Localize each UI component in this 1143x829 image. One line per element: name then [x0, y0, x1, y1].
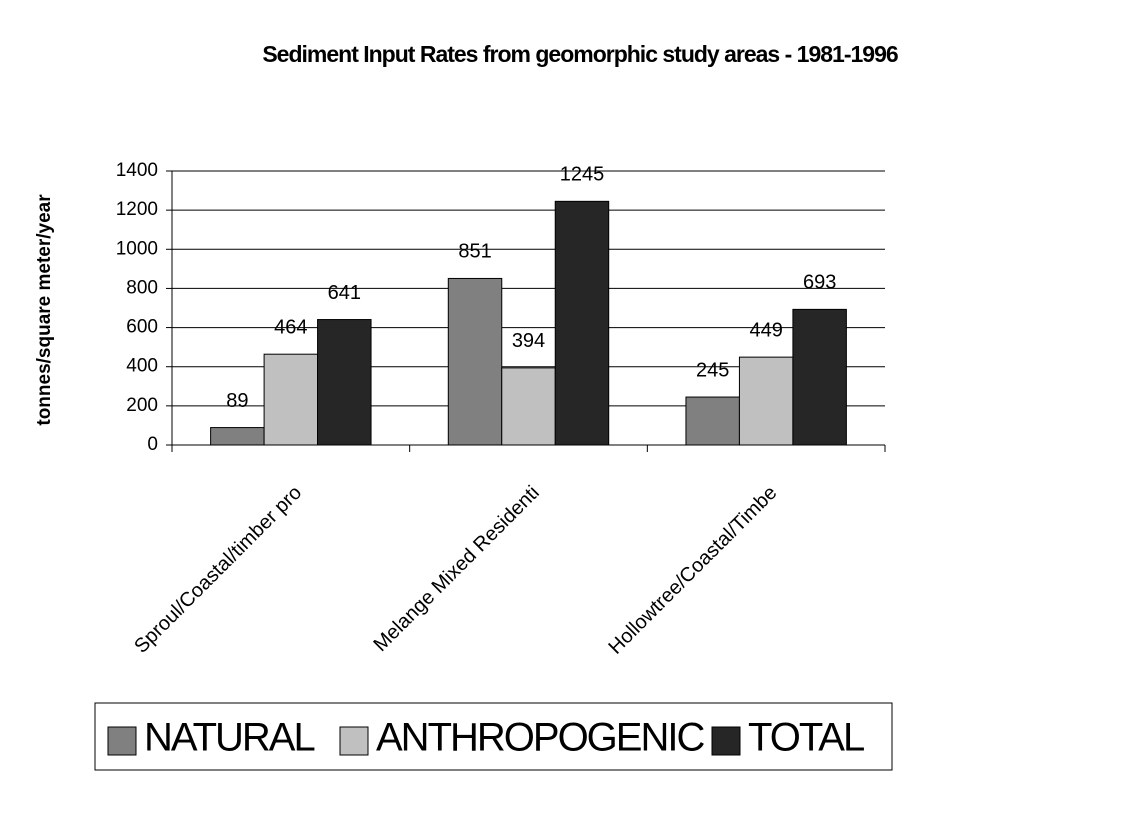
y-tick-label: 400: [126, 356, 158, 377]
bar: [263, 353, 319, 446]
value-label: 851: [458, 241, 491, 263]
value-label: 464: [274, 316, 307, 338]
y-tick-label: 1000: [116, 238, 158, 259]
bar: [685, 396, 740, 446]
value-label: 89: [226, 390, 248, 412]
bar: [317, 319, 372, 446]
chart-title: Sediment Input Rates from geomorphic stu…: [262, 41, 898, 67]
legend-label: NATURAL: [144, 716, 314, 760]
y-tick-label: 800: [126, 277, 158, 298]
y-tick-label: 1400: [116, 160, 158, 181]
y-tick-label: 200: [126, 395, 158, 416]
value-label: 693: [803, 272, 836, 294]
bar: [554, 200, 610, 446]
bar: [501, 367, 556, 446]
value-label: 449: [749, 319, 782, 341]
y-tick-label: 600: [126, 317, 158, 338]
bar: [210, 427, 265, 446]
legend-box: [94, 702, 893, 771]
value-label: 245: [696, 359, 729, 381]
bar: [792, 308, 847, 446]
value-label: 1245: [560, 164, 605, 186]
legend-swatch: [711, 726, 741, 756]
legend-swatch: [107, 726, 137, 756]
y-tick-label: 1200: [116, 199, 158, 220]
y-axis-title: tonnes/square meter/year: [34, 194, 55, 426]
value-label: 394: [512, 330, 545, 352]
legend-label: ANTHROPOGENIC: [376, 716, 704, 760]
bar: [738, 356, 794, 446]
legend-label: TOTAL: [748, 716, 864, 760]
bar: [447, 277, 503, 446]
y-tick-label: 0: [147, 434, 158, 455]
legend-swatch: [339, 726, 369, 756]
value-label: 641: [328, 282, 361, 304]
